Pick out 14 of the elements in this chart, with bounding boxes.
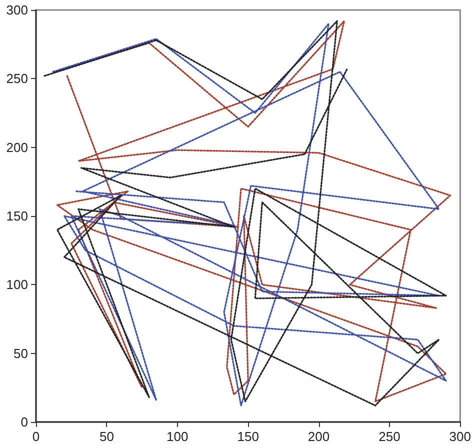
x-tick-label: 300 <box>449 429 472 444</box>
x-tick-label: 0 <box>32 429 40 444</box>
x-tick-label: 100 <box>166 429 188 444</box>
y-tick-label: 250 <box>6 71 28 86</box>
x-tick-label: 50 <box>99 429 114 444</box>
y-tick-label: 50 <box>14 346 28 361</box>
y-tick-label: 100 <box>6 277 28 292</box>
y-tick-label: 300 <box>6 2 28 18</box>
x-tick-label: 200 <box>308 429 330 444</box>
y-tick-label: 200 <box>6 140 28 155</box>
x-tick-label: 250 <box>378 429 400 444</box>
y-tick-label: 0 <box>20 414 28 430</box>
y-tick-label: 150 <box>6 208 28 224</box>
x-tick-label: 150 <box>237 429 259 444</box>
